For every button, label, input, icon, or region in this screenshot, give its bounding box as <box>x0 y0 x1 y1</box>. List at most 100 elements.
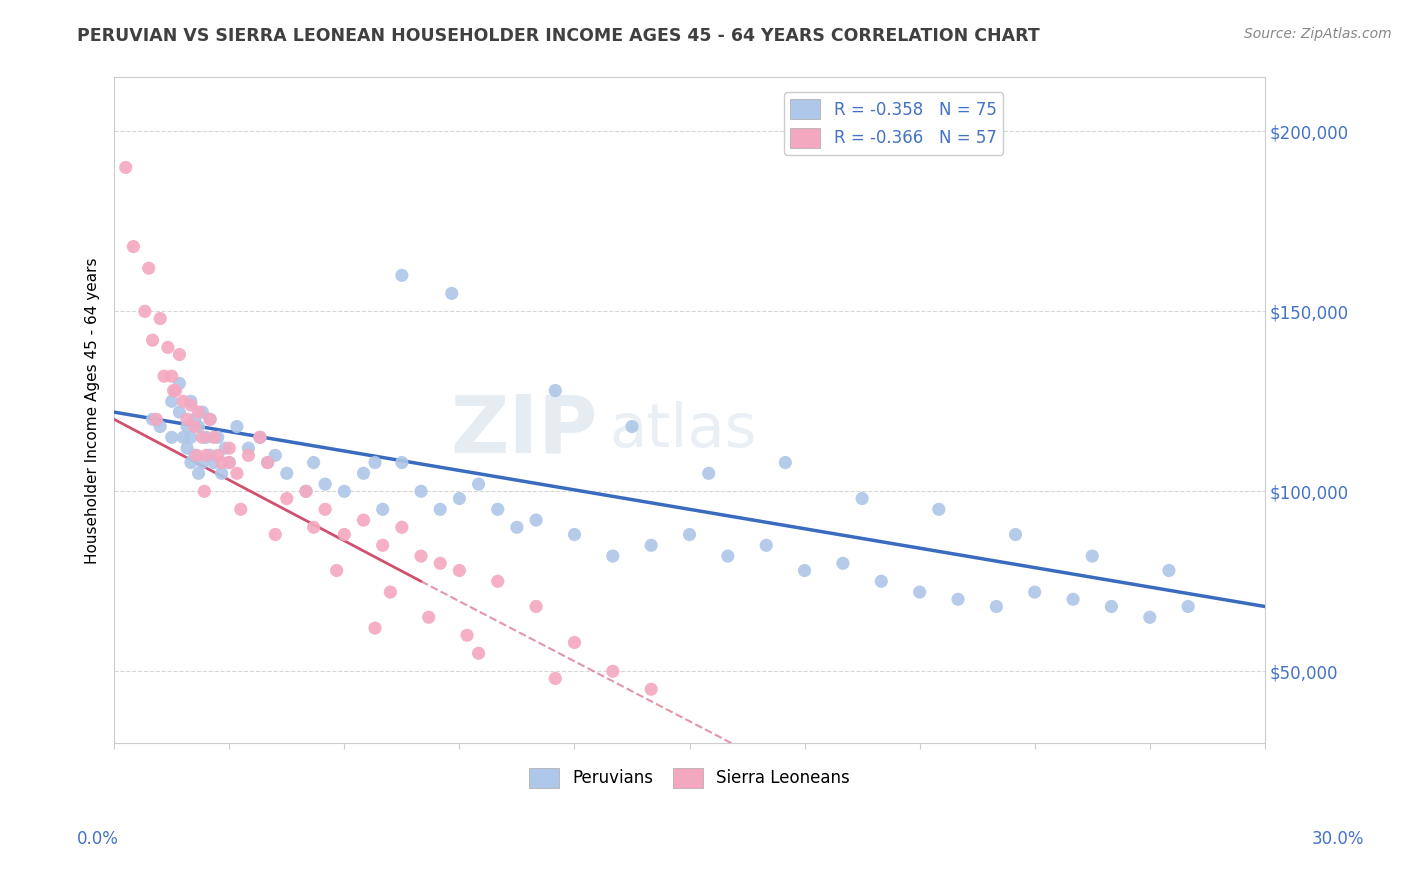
Point <box>160 369 183 384</box>
Point <box>870 574 893 589</box>
Point <box>620 419 643 434</box>
Point <box>180 394 202 409</box>
Point <box>1099 599 1122 614</box>
Point <box>391 456 413 470</box>
Point <box>184 448 207 462</box>
Point <box>564 635 586 649</box>
Point <box>176 419 198 434</box>
Point <box>276 467 298 481</box>
Point <box>207 448 229 462</box>
Point <box>187 467 209 481</box>
Point <box>195 430 218 444</box>
Point <box>314 502 336 516</box>
Point <box>717 549 740 563</box>
Point <box>238 441 260 455</box>
Point <box>391 520 413 534</box>
Point <box>195 448 218 462</box>
Point <box>851 491 873 506</box>
Point <box>371 502 394 516</box>
Point <box>1139 610 1161 624</box>
Point <box>409 484 432 499</box>
Point <box>524 513 547 527</box>
Point <box>218 456 240 470</box>
Point <box>333 527 356 541</box>
Point <box>295 484 318 499</box>
Point <box>755 538 778 552</box>
Point <box>908 585 931 599</box>
Point <box>602 665 624 679</box>
Point <box>249 430 271 444</box>
Point <box>172 394 194 409</box>
Point <box>429 502 451 516</box>
Point <box>165 384 187 398</box>
Point <box>1062 592 1084 607</box>
Point <box>449 491 471 506</box>
Point <box>249 430 271 444</box>
Point <box>602 549 624 563</box>
Point <box>256 456 278 470</box>
Point <box>191 456 214 470</box>
Point <box>544 384 567 398</box>
Point <box>191 430 214 444</box>
Point <box>449 564 471 578</box>
Text: ZIP: ZIP <box>450 392 598 469</box>
Point <box>198 448 221 462</box>
Point <box>176 441 198 455</box>
Point <box>640 682 662 697</box>
Point <box>486 502 509 516</box>
Point <box>640 538 662 552</box>
Point <box>1004 527 1026 541</box>
Point <box>391 268 413 283</box>
Point <box>226 419 249 434</box>
Point <box>371 538 394 552</box>
Point <box>775 456 797 470</box>
Point <box>302 520 325 534</box>
Point <box>325 564 347 578</box>
Point <box>180 430 202 444</box>
Point <box>169 376 191 391</box>
Point <box>169 347 191 361</box>
Point <box>440 286 463 301</box>
Legend: Peruvians, Sierra Leoneans: Peruvians, Sierra Leoneans <box>522 761 856 795</box>
Point <box>193 484 215 499</box>
Point <box>524 599 547 614</box>
Point <box>211 467 233 481</box>
Point <box>409 549 432 563</box>
Point <box>138 261 160 276</box>
Point <box>256 456 278 470</box>
Text: Source: ZipAtlas.com: Source: ZipAtlas.com <box>1244 27 1392 41</box>
Point <box>156 340 179 354</box>
Point <box>160 394 183 409</box>
Point <box>153 369 176 384</box>
Point <box>264 527 287 541</box>
Point <box>544 672 567 686</box>
Point <box>145 412 167 426</box>
Point <box>149 311 172 326</box>
Point <box>180 398 202 412</box>
Point <box>207 430 229 444</box>
Point <box>198 412 221 426</box>
Point <box>238 448 260 462</box>
Point <box>122 239 145 253</box>
Point <box>456 628 478 642</box>
Point <box>202 430 225 444</box>
Point <box>276 491 298 506</box>
Point <box>506 520 529 534</box>
Point <box>180 456 202 470</box>
Y-axis label: Householder Income Ages 45 - 64 years: Householder Income Ages 45 - 64 years <box>86 257 100 564</box>
Text: 30.0%: 30.0% <box>1312 830 1364 847</box>
Point <box>486 574 509 589</box>
Point <box>429 556 451 570</box>
Point <box>218 456 240 470</box>
Point <box>295 484 318 499</box>
Point <box>187 419 209 434</box>
Point <box>986 599 1008 614</box>
Point <box>229 502 252 516</box>
Point <box>184 412 207 426</box>
Point <box>1081 549 1104 563</box>
Point <box>1177 599 1199 614</box>
Point <box>187 405 209 419</box>
Point <box>141 333 163 347</box>
Point <box>172 430 194 444</box>
Point <box>946 592 969 607</box>
